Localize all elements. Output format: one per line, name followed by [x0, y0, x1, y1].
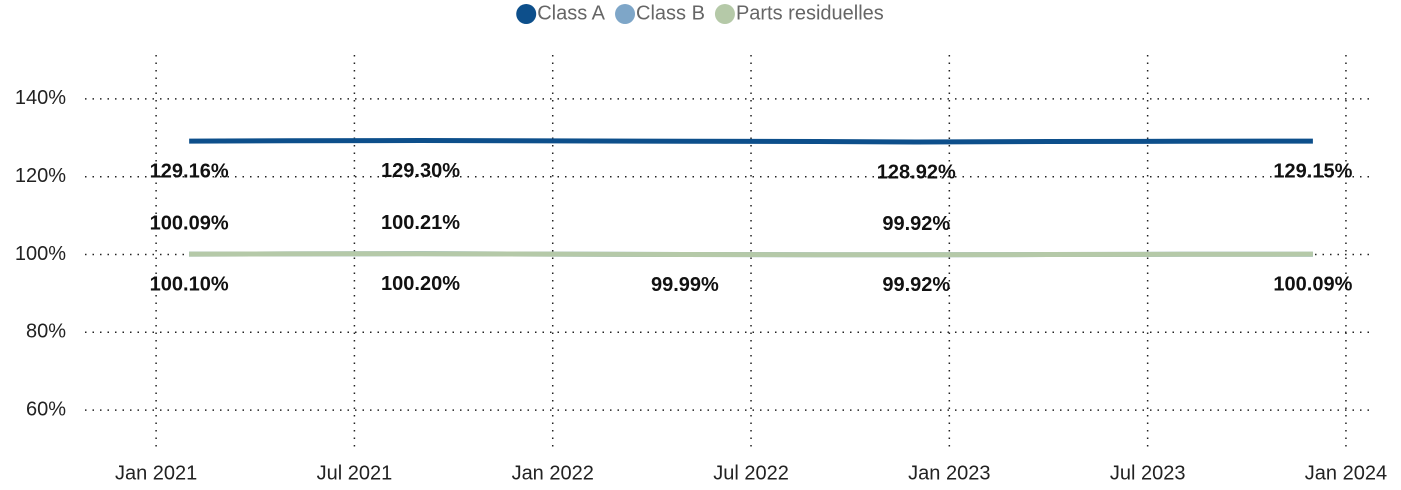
x-tick-label: Jan 2022 — [512, 462, 594, 484]
data-label: 100.09% — [150, 212, 229, 234]
legend-label: Parts residuelles — [736, 2, 884, 24]
data-label: 128.92% — [877, 161, 956, 183]
legend-item: Class A — [516, 2, 606, 24]
x-tick-label: Jan 2021 — [115, 462, 197, 484]
series-line — [189, 138, 1313, 145]
data-label: 129.16% — [150, 160, 229, 182]
x-tick-label: Jul 2021 — [317, 462, 393, 484]
legend-item: Parts residuelles — [714, 2, 884, 24]
series-line — [189, 251, 1313, 258]
x-tick-label: Jan 2023 — [908, 462, 990, 484]
legend-swatch — [714, 4, 735, 24]
x-tick-label: Jan 2024 — [1305, 462, 1387, 484]
data-label: 100.21% — [381, 212, 460, 234]
y-tick-label: 120% — [15, 165, 66, 187]
data-label: 100.20% — [381, 273, 460, 295]
y-tick-label: 60% — [26, 398, 66, 420]
data-label: 100.09% — [1273, 273, 1352, 295]
data-label: 100.10% — [150, 273, 229, 295]
data-label: 99.92% — [882, 213, 950, 235]
data-label: 129.30% — [381, 160, 460, 182]
data-label: 99.92% — [882, 274, 950, 296]
legend-swatch — [615, 4, 636, 24]
legend-item: Class B — [615, 2, 705, 24]
data-label: 99.99% — [651, 274, 719, 296]
y-tick-label: 140% — [15, 87, 66, 109]
x-tick-label: Jul 2022 — [713, 462, 789, 484]
data-label: 129.15% — [1273, 160, 1352, 182]
x-tick-label: Jul 2023 — [1110, 462, 1186, 484]
legend-label: Class A — [537, 2, 605, 24]
y-tick-label: 100% — [15, 243, 66, 265]
y-tick-label: 80% — [26, 321, 66, 343]
legend-label: Class B — [636, 2, 705, 24]
legend: Class A Class B Parts residuelles — [516, 2, 884, 24]
legend-swatch — [516, 4, 537, 24]
